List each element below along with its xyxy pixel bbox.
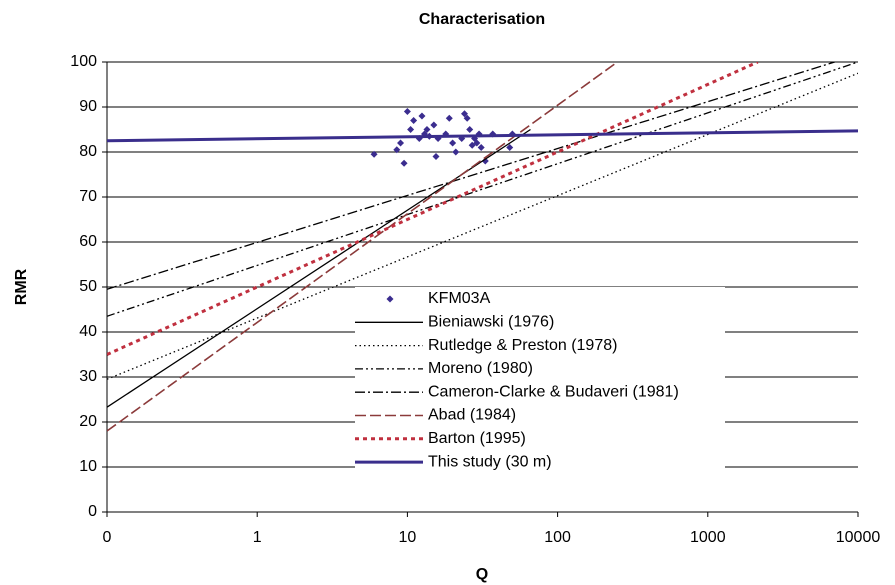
x-tick-label: 1000 (690, 529, 726, 546)
y-axis-label: RMR (13, 268, 30, 305)
y-tick-label: 80 (79, 143, 97, 160)
x-tick-label: 100 (544, 529, 571, 546)
y-tick-label: 0 (88, 503, 97, 520)
chart-title: Characterisation (419, 11, 545, 28)
data-point (370, 150, 378, 158)
data-point (481, 157, 489, 165)
y-tick-label: 20 (79, 413, 97, 430)
data-point (452, 148, 460, 156)
legend-label: Rutledge & Preston (1978) (428, 337, 617, 354)
y-tick-label: 90 (79, 98, 97, 115)
series-line (107, 62, 835, 290)
y-tick-label: 50 (79, 278, 97, 295)
legend-label: Cameron-Clarke & Budaveri (1981) (428, 383, 679, 400)
legend-box (355, 287, 725, 477)
plot-area (107, 62, 858, 432)
data-point (410, 117, 418, 124)
y-tick-label: 10 (79, 458, 97, 475)
series-line (107, 62, 759, 356)
y-tick-label: 40 (79, 323, 97, 340)
data-point (400, 159, 408, 167)
data-point (393, 146, 401, 154)
x-tick-label: 1 (253, 529, 262, 546)
data-point (418, 112, 426, 120)
y-tick-label: 30 (79, 368, 97, 385)
data-point (403, 108, 411, 115)
legend-label: Barton (1995) (428, 430, 526, 447)
data-point (423, 126, 431, 133)
legend-marker (386, 295, 394, 303)
data-point (463, 114, 471, 122)
series-line (107, 62, 858, 317)
data-point (430, 121, 438, 129)
x-tick-label: 10 (399, 529, 417, 546)
data-point (473, 139, 481, 147)
data-point (477, 144, 485, 151)
data-point (461, 110, 469, 118)
legend-label: Abad (1984) (428, 407, 516, 424)
y-tick-label: 100 (70, 53, 97, 70)
series-line (107, 129, 858, 143)
data-point (449, 139, 457, 147)
y-tick-label: 60 (79, 233, 97, 250)
x-tick-label: 10000 (836, 529, 881, 546)
data-point (506, 144, 514, 151)
legend-label: KFM03A (428, 290, 491, 307)
data-point (397, 139, 405, 147)
data-point (466, 126, 474, 133)
data-point (407, 126, 415, 133)
data-point (445, 114, 453, 122)
legend: KFM03A Bieniawski (1976) Rutledge & Presto… (355, 287, 725, 477)
x-tick-label: 0 (103, 529, 112, 546)
legend-label: Bieniawski (1976) (428, 314, 554, 331)
series-line (107, 72, 858, 380)
data-point (432, 153, 440, 160)
y-tick-label: 70 (79, 188, 97, 205)
legend-label: This study (30 m) (428, 453, 552, 470)
legend-label: Moreno (1980) (428, 360, 533, 377)
x-axis-label: Q (476, 566, 488, 583)
